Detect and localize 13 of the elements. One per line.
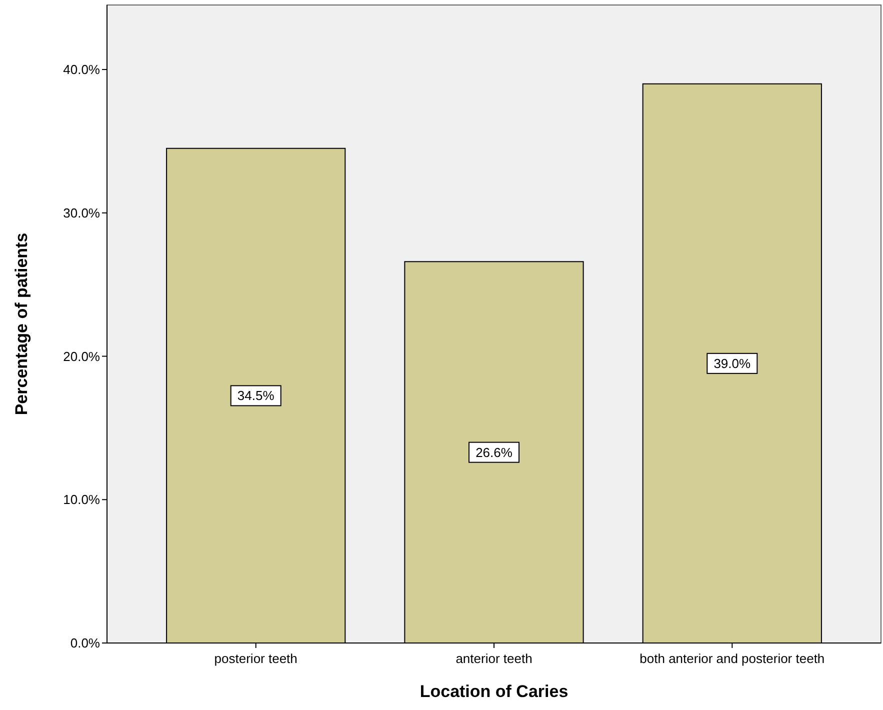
y-tick-label: 40.0% xyxy=(63,62,100,78)
data-label: 39.0% xyxy=(714,356,752,371)
y-tick-label: 20.0% xyxy=(63,348,100,364)
y-tick-label: 30.0% xyxy=(63,205,100,220)
x-tick-label: posterior teeth xyxy=(214,651,298,666)
y-tick-label: 10.0% xyxy=(63,492,100,508)
y-tick-label: 0.0% xyxy=(70,636,100,651)
x-tick-label: both anterior and posterior teeth xyxy=(640,651,825,666)
data-label: 26.6% xyxy=(476,444,513,460)
x-axis-title: Location of Caries xyxy=(420,682,568,701)
y-axis-title: Percentage of patients xyxy=(12,232,31,416)
data-label: 34.5% xyxy=(237,388,275,404)
x-tick-label: anterior teeth xyxy=(456,651,532,666)
